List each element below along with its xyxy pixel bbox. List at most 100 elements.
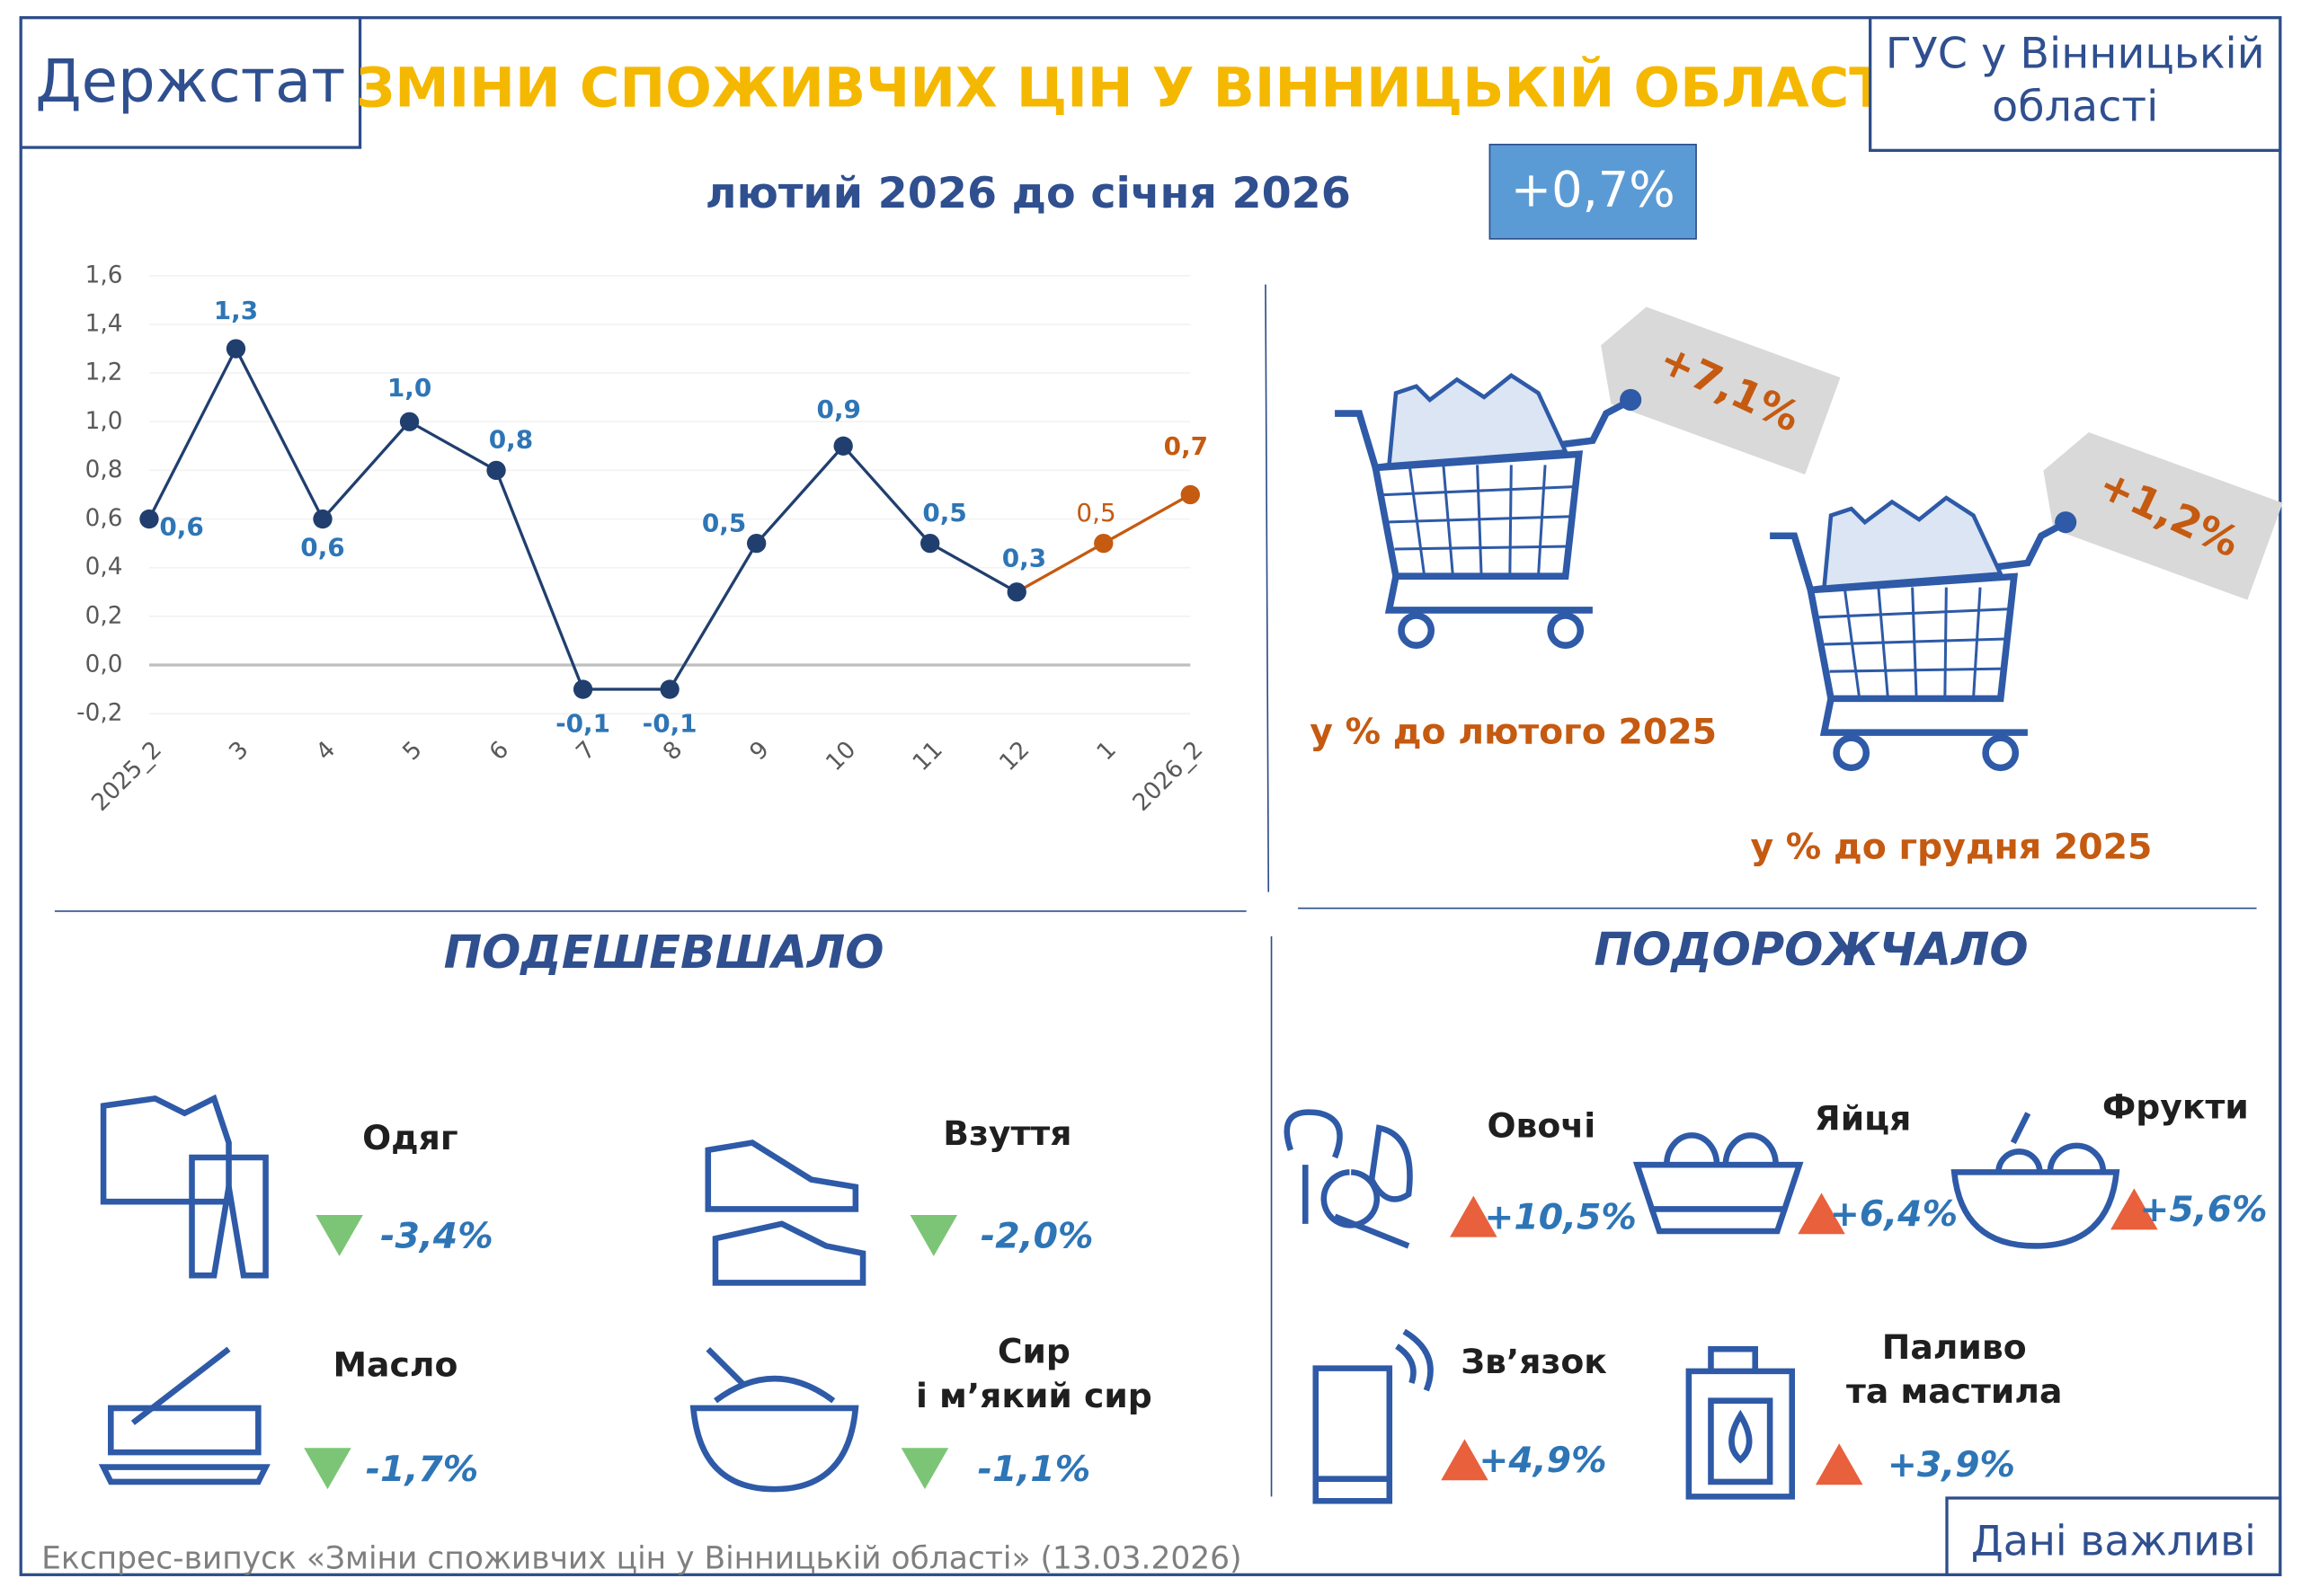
item-change: +5,6% bbox=[2139, 1189, 2267, 1230]
frame bbox=[19, 16, 2282, 1576]
cart-icon bbox=[1335, 373, 1642, 649]
logo: Держстат bbox=[35, 48, 345, 116]
point bbox=[1180, 484, 1200, 505]
cart-wheel bbox=[1982, 734, 2020, 772]
line-segment bbox=[1102, 493, 1192, 545]
point bbox=[833, 436, 853, 456]
icon-part bbox=[1333, 1213, 1410, 1249]
point bbox=[660, 679, 680, 699]
x-tick-label: 5 bbox=[398, 736, 428, 766]
cart-frame bbox=[1819, 697, 2028, 736]
logo-box bbox=[19, 16, 362, 149]
up-arrow bbox=[1441, 1439, 1488, 1481]
line-segment bbox=[755, 445, 845, 545]
item-icon bbox=[98, 1346, 271, 1485]
icon-part bbox=[1368, 1124, 1413, 1202]
line-segment bbox=[147, 348, 237, 520]
item-change: -1,1% bbox=[978, 1449, 1090, 1490]
item-name: Овочі bbox=[1487, 1106, 1595, 1146]
icon-part bbox=[1722, 1132, 1779, 1166]
data-label: 1,3 bbox=[214, 296, 258, 325]
data-label: -0,1 bbox=[555, 708, 610, 738]
x-tick-label: 2026_2 bbox=[1128, 736, 1209, 817]
cart-wheel bbox=[1547, 612, 1585, 649]
region: ГУС у Вінницькій bbox=[1886, 29, 2265, 78]
cart-wheel bbox=[1398, 612, 1435, 649]
period: лютий 2026 до січня 2026 bbox=[706, 169, 1351, 218]
point bbox=[486, 460, 506, 481]
data-label: 0,5 bbox=[922, 498, 966, 528]
cart-grid bbox=[1389, 515, 1571, 524]
icon-part bbox=[706, 1346, 748, 1388]
icon-part bbox=[1663, 1132, 1720, 1166]
icon-part bbox=[2047, 1142, 2107, 1173]
x-tick-label: 10 bbox=[821, 736, 861, 776]
icon-part bbox=[1284, 1109, 1343, 1159]
up-arrow bbox=[1815, 1443, 1863, 1485]
icon-part bbox=[1648, 1208, 1788, 1235]
region-box bbox=[1869, 16, 2282, 152]
cart-grid bbox=[1394, 545, 1568, 551]
icon-part bbox=[1728, 1409, 1753, 1464]
icon-part bbox=[1708, 1397, 1773, 1485]
line-segment bbox=[494, 469, 585, 690]
tag-shape bbox=[2043, 432, 2283, 600]
icon-part bbox=[1320, 1169, 1381, 1228]
cart-grip bbox=[1620, 388, 1642, 412]
data-label: 0,6 bbox=[300, 532, 344, 562]
icon-part bbox=[714, 1375, 836, 1404]
point bbox=[573, 679, 593, 699]
item-name: Одяг bbox=[362, 1118, 458, 1157]
y-tick-label: 0,2 bbox=[85, 602, 123, 629]
y-tick-label: 1,6 bbox=[85, 262, 123, 288]
cart-frame bbox=[1384, 575, 1593, 614]
cart-grid bbox=[1824, 637, 2006, 646]
up-arrow bbox=[1450, 1195, 1497, 1237]
item-change: +3,9% bbox=[1888, 1444, 2015, 1485]
data-label: 0,8 bbox=[489, 425, 533, 455]
icon-part bbox=[1395, 1343, 1417, 1385]
x-tick-label: 1 bbox=[1092, 736, 1122, 766]
item-name: та мастила bbox=[1846, 1371, 2062, 1411]
x-tick-label: 11 bbox=[908, 736, 948, 776]
x-tick-label: 9 bbox=[745, 736, 775, 766]
point bbox=[313, 509, 333, 529]
item-icon bbox=[100, 1094, 269, 1279]
icon-part bbox=[689, 1405, 859, 1493]
y-tick-label: 0,8 bbox=[85, 457, 123, 483]
cart-icon bbox=[1770, 495, 2077, 772]
data-label: 0,7 bbox=[1164, 431, 1208, 461]
annual-caption: у % до лютого 2025 bbox=[1310, 712, 1717, 753]
cart-goods bbox=[1821, 495, 2004, 590]
y-tick-label: 0,6 bbox=[85, 505, 123, 532]
y-tick-label: -0,2 bbox=[76, 700, 122, 727]
data-label: 1,0 bbox=[387, 373, 431, 403]
line-segment bbox=[668, 542, 759, 690]
item-change: -1,7% bbox=[366, 1449, 479, 1490]
x-tick-label: 2025_2 bbox=[86, 736, 167, 817]
item-name: Сир bbox=[998, 1332, 1071, 1371]
cart-goods bbox=[1386, 373, 1569, 467]
icon-part bbox=[189, 1154, 269, 1279]
ytd-caption: у % до грудня 2025 bbox=[1750, 827, 2152, 868]
line-segment bbox=[408, 420, 497, 472]
divider bbox=[1265, 284, 1270, 892]
down-arrow bbox=[901, 1448, 949, 1490]
cart-grid bbox=[1818, 607, 2009, 619]
cart-grip bbox=[2055, 511, 2077, 534]
x-tick-label: 8 bbox=[658, 736, 688, 766]
icon-part bbox=[130, 1346, 231, 1425]
section-title: ПОДОРОЖЧАЛО bbox=[1595, 923, 2029, 976]
point bbox=[226, 339, 246, 359]
cart-grid bbox=[1537, 465, 1547, 577]
x-tick-label: 12 bbox=[995, 736, 1035, 776]
icon-part bbox=[712, 1220, 866, 1286]
item-icon bbox=[1284, 1109, 1413, 1249]
point bbox=[1007, 582, 1026, 602]
item-change: -3,4% bbox=[380, 1216, 493, 1257]
item-name: і м’який сир bbox=[916, 1376, 1152, 1415]
icon-part bbox=[1995, 1148, 2043, 1173]
icon-part bbox=[1708, 1345, 1758, 1371]
